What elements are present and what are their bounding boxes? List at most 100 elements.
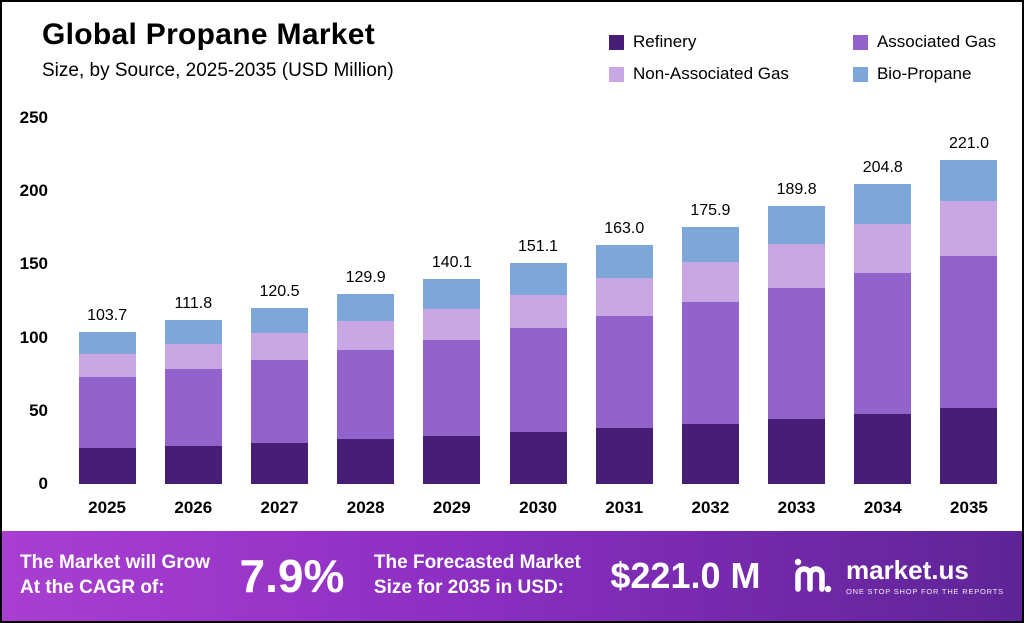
bar (595, 245, 653, 484)
legend-item-refinery: Refinery (609, 32, 789, 52)
bar-segment-refinery (337, 439, 395, 484)
bar-total-label: 221.0 (948, 135, 989, 153)
y-axis: 0 50 100 150 200 250 (2, 108, 64, 493)
bar-group: 103.7 (64, 118, 150, 484)
legend-swatch (609, 66, 625, 82)
bar (509, 262, 567, 484)
bar-segment-non-associated-gas (164, 344, 222, 369)
legend-swatch (609, 34, 625, 50)
forecast-label-line2: Size for 2035 in USD: (373, 577, 564, 598)
bar-segment-associated-gas (940, 255, 998, 409)
bar-group: 189.8 (754, 118, 840, 484)
x-tick-label: 2031 (605, 497, 644, 517)
bar-total-label: 163.0 (604, 220, 645, 238)
y-tick-label: 150 (19, 254, 48, 274)
bar-total-label: 103.7 (87, 307, 128, 325)
x-tick-label: 2033 (777, 497, 816, 517)
bar-segment-associated-gas (854, 272, 912, 414)
bar-total-label: 189.8 (776, 181, 817, 199)
bar-segment-bio-propane (681, 226, 739, 262)
bar-segment-bio-propane (595, 245, 653, 279)
bar-segment-bio-propane (423, 278, 481, 309)
bar (681, 226, 739, 484)
bar-segment-refinery (164, 445, 222, 484)
x-tick-label: 2028 (346, 497, 385, 517)
bar-segment-bio-propane (337, 293, 395, 322)
title-block: Global Propane Market Size, by Source, 2… (42, 18, 394, 118)
legend-label: Bio-Propane (876, 64, 972, 83)
bar-group: 175.9 (667, 118, 753, 484)
brand-block: market.us ONE STOP SHOP FOR THE REPORTS (790, 551, 1004, 602)
bar-segment-bio-propane (78, 332, 136, 355)
x-tick-label: 2027 (260, 497, 299, 517)
market-us-logo-icon (790, 551, 836, 602)
bar (78, 332, 136, 484)
bar-group: 151.1 (495, 118, 581, 484)
bar-segment-non-associated-gas (681, 261, 739, 303)
bar (164, 320, 222, 484)
bar-segment-non-associated-gas (250, 333, 308, 360)
bar-segment-non-associated-gas (337, 321, 395, 350)
bar-segment-refinery (78, 448, 136, 484)
bar-group: 221.0 (926, 118, 1012, 484)
bar-segment-associated-gas (595, 315, 653, 428)
bar-total-label: 140.1 (431, 253, 472, 271)
bar-group: 204.8 (840, 118, 926, 484)
cagr-label-line1: The Market will Grow (20, 552, 211, 574)
bar-group: 120.5 (236, 118, 322, 484)
bar-segment-associated-gas (423, 339, 481, 436)
bar-total-label: 151.1 (518, 237, 559, 255)
legend-item-non-associated-gas: Non-Associated Gas (609, 64, 789, 84)
bar-segment-non-associated-gas (78, 354, 136, 377)
bar-segment-refinery (250, 442, 308, 484)
bar-total-label: 175.9 (690, 201, 731, 219)
bar-segment-bio-propane (164, 320, 222, 345)
cagr-label: The Market will Grow At the CAGR of: (20, 551, 210, 600)
x-tick-label: 2032 (691, 497, 730, 517)
bar-segment-non-associated-gas (768, 243, 826, 289)
bar-group: 140.1 (409, 118, 495, 484)
bar-segment-associated-gas (164, 368, 222, 446)
plot-area: 103.7 111.8 120.5 129.9 140.1 151.1 163.0 175.9… (64, 118, 1012, 484)
x-tick-label: 2034 (863, 497, 902, 517)
chart-area: 0 50 100 150 200 250 103.7 111.8 120.5 129.9 140.… (2, 108, 1022, 493)
bar (423, 278, 481, 484)
forecast-value: $221.0 M (610, 555, 761, 596)
bar-segment-associated-gas (78, 377, 136, 449)
bar-segment-refinery (768, 418, 826, 484)
x-axis: 2025 2026 2027 2028 2029 2030 2031 2032 2033 2034… (2, 484, 1022, 531)
legend-label: Non-Associated Gas (633, 64, 789, 83)
bar-segment-refinery (681, 423, 739, 484)
x-tick-label: 2030 (519, 497, 557, 517)
bar-group: 129.9 (323, 118, 409, 484)
x-tick-label: 2035 (950, 497, 988, 517)
y-tick-label: 100 (19, 327, 48, 347)
bar-total-label: 111.8 (174, 295, 213, 313)
brand-name: market.us (845, 554, 969, 585)
brand-text: market.us ONE STOP SHOP FOR THE REPORTS (846, 557, 1004, 596)
legend-swatch (852, 66, 868, 82)
cagr-value: 7.9% (239, 550, 345, 602)
bar-segment-associated-gas (768, 288, 826, 419)
legend: Refinery Associated Gas Non-Associated Gas… (609, 32, 996, 118)
bar (940, 160, 998, 484)
bar-segment-refinery (854, 413, 912, 484)
x-tick-label: 2025 (88, 497, 126, 517)
bar-segment-bio-propane (768, 206, 826, 244)
bar-segment-non-associated-gas (854, 223, 912, 273)
bar-segment-associated-gas (250, 359, 308, 443)
x-tick-label: 2026 (174, 497, 213, 517)
bar-segment-bio-propane (509, 262, 567, 295)
bar-total-label: 120.5 (259, 282, 300, 300)
forecast-label-line1: The Forecasted Market (373, 552, 581, 574)
bar-segment-refinery (940, 408, 998, 484)
y-tick-label: 50 (29, 400, 48, 420)
legend-label: Refinery (633, 32, 697, 51)
bar (337, 293, 395, 484)
chart-title: Global Propane Market (42, 18, 376, 51)
cagr-label-line2: At the CAGR of: (20, 577, 165, 598)
bar-segment-associated-gas (337, 349, 395, 440)
bar (768, 206, 826, 484)
bar-total-label: 204.8 (862, 159, 903, 177)
